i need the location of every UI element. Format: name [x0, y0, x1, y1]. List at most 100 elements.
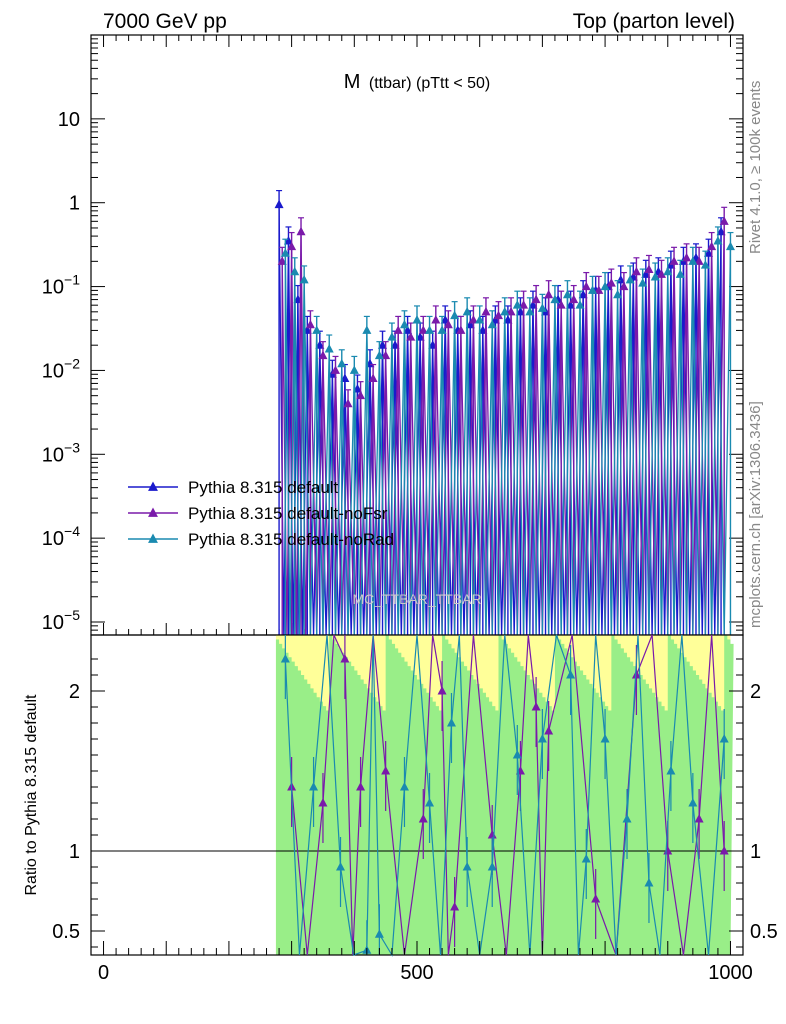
data-point [588, 285, 598, 294]
legend-marker [148, 507, 158, 517]
data-point [443, 319, 453, 329]
data-point [578, 289, 588, 299]
data-point [425, 325, 435, 334]
data-point [594, 285, 604, 294]
data-point [305, 319, 315, 329]
legend-marker [148, 481, 158, 491]
data-point [725, 241, 735, 251]
data-point [399, 319, 409, 329]
data-point [694, 256, 704, 265]
plot-title-main: M [344, 71, 361, 93]
ratio-data-point [631, 670, 641, 679]
data-point [669, 256, 679, 265]
data-point [600, 281, 610, 291]
ratio-data-point [487, 862, 497, 871]
ratio-band-inner [275, 635, 734, 955]
y-tick-label: 10−5 [42, 607, 80, 634]
data-point [440, 314, 450, 324]
ratio-data-point [437, 686, 447, 695]
ratio-y-tick-label-left: 2 [69, 681, 80, 703]
data-point [519, 300, 529, 309]
ratio-series-norad [280, 634, 729, 957]
ratio-y-tick-label-right: 0.5 [750, 921, 778, 943]
data-point [562, 289, 572, 299]
data-point [490, 314, 500, 324]
data-point [318, 350, 328, 360]
ratio-data-point [340, 654, 350, 663]
data-point [719, 216, 729, 225]
data-point [403, 325, 413, 334]
ratio-data-point [719, 846, 729, 855]
data-point [515, 306, 525, 316]
data-point [312, 325, 322, 334]
ratio-data-point [531, 702, 541, 711]
ratio-data-point [450, 902, 460, 911]
ratio-data-point [566, 670, 576, 679]
data-point [675, 269, 685, 278]
data-point [299, 274, 309, 284]
data-point [378, 340, 388, 349]
data-point [387, 332, 397, 341]
y-tick-label: 10−2 [42, 355, 80, 382]
plot-title-sub: (ttbar) (pTtt < 50) [369, 75, 490, 92]
ratio-data-point [381, 766, 391, 775]
ratio-data-point [336, 862, 346, 871]
data-point [506, 306, 516, 316]
ratio-y-axis-label: Ratio to Pythia 8.315 default [23, 694, 40, 896]
rivet-side-label: Rivet 4.1.0, ≥ 100k events [747, 81, 764, 254]
ratio-y-tick-label-left: 1 [69, 841, 80, 863]
data-point [381, 350, 391, 360]
main-plot-panel: 10 1 10−1 10−2 10−3 10−4 10−5 [42, 34, 744, 636]
data-point [418, 325, 428, 334]
data-point [616, 274, 626, 284]
ratio-data-point [356, 782, 366, 791]
data-point [556, 300, 566, 309]
data-point [362, 325, 372, 334]
data-point [631, 266, 641, 276]
data-point [337, 358, 347, 368]
data-point [349, 365, 359, 374]
data-point [494, 310, 503, 320]
data-point [700, 260, 710, 269]
ratio-data-point [622, 814, 632, 823]
ratio-y-tick-label-right: 2 [750, 681, 761, 703]
ratio-y-tick-label-right: 1 [750, 841, 761, 863]
data-point [704, 248, 714, 257]
ratio-data-point [462, 862, 472, 871]
ratio-data-point [719, 734, 729, 743]
data-point [500, 306, 510, 316]
ratio-data-point [644, 878, 654, 887]
series-nofsr [277, 206, 729, 636]
data-point [625, 274, 635, 284]
data-point [550, 294, 560, 304]
data-point [682, 252, 692, 262]
data-point [431, 314, 441, 324]
data-point [613, 289, 623, 299]
header-left-label: 7000 GeV pp [103, 10, 227, 33]
mcplots-side-label: mcplots.cern.ch [arXiv:1306.3436] [747, 401, 764, 628]
data-point [290, 266, 300, 276]
data-point [713, 235, 723, 245]
data-point [475, 314, 485, 324]
data-point [468, 314, 478, 324]
data-point [525, 306, 535, 316]
data-point [437, 325, 447, 334]
x-tick-label: 1000 [708, 962, 753, 984]
ratio-data-point [666, 766, 676, 775]
ratio-data-point [280, 654, 290, 663]
data-point [531, 294, 541, 304]
ratio-y-tick-label-left: 0.5 [52, 921, 80, 943]
header-right-label: Top (parton level) [573, 10, 735, 33]
data-point [324, 344, 334, 353]
data-point [644, 264, 654, 273]
ratio-data-point [318, 798, 328, 807]
data-point [412, 314, 422, 324]
data-point [296, 226, 306, 236]
data-point [619, 281, 629, 291]
watermark: MC_TTBAR_TTBAR [352, 591, 481, 607]
x-tick-label: 500 [400, 962, 433, 984]
data-point [406, 332, 416, 341]
ratio-data-point [600, 734, 610, 743]
data-point [716, 226, 726, 236]
